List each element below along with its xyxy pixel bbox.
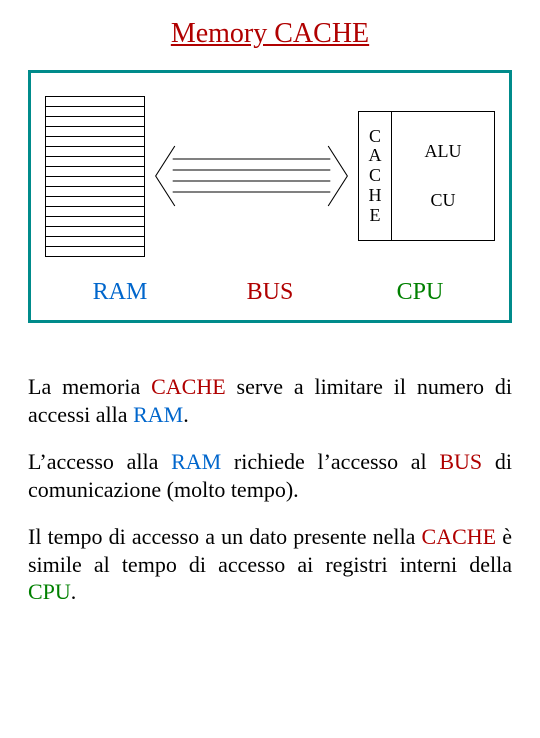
cu-label: CU (430, 190, 455, 211)
bus-label: BUS (195, 279, 345, 306)
ram-row (45, 207, 145, 217)
ram-block (45, 96, 145, 257)
diagram-top-row: CACHE ALU CU (45, 91, 495, 261)
text-run: La memoria (28, 374, 151, 399)
diagram-frame: CACHE ALU CU RAM BUS CPU (28, 70, 512, 323)
bus-arrows-svg (145, 91, 358, 261)
cache-letter: E (370, 206, 381, 226)
ram-row (45, 157, 145, 167)
text-run: CPU (28, 579, 71, 604)
ram-row (45, 97, 145, 107)
cache-letter: C (369, 166, 381, 186)
cache-letter: A (369, 146, 382, 166)
ram-row (45, 247, 145, 257)
cache-letter: H (369, 186, 382, 206)
ram-row (45, 117, 145, 127)
text-run: . (71, 579, 77, 604)
text-run: . (183, 402, 189, 427)
ram-row (45, 227, 145, 237)
paragraph: La memoria CACHE serve a limitare il num… (28, 373, 512, 428)
ram-row (45, 137, 145, 147)
labels-row: RAM BUS CPU (45, 279, 495, 306)
ram-row (45, 177, 145, 187)
body-text: La memoria CACHE serve a limitare il num… (28, 373, 512, 606)
ram-row (45, 217, 145, 227)
text-run: Il tempo di accesso a un dato presente n… (28, 524, 422, 549)
ram-row (45, 107, 145, 117)
text-run: CACHE (422, 524, 497, 549)
ram-label: RAM (45, 279, 195, 306)
cache-letter: C (369, 127, 381, 147)
text-run: L’accesso alla (28, 449, 171, 474)
cache-column: CACHE (359, 112, 392, 240)
paragraph: L’accesso alla RAM richiede l’accesso al… (28, 448, 512, 503)
text-run: CACHE (151, 374, 226, 399)
ram-row (45, 127, 145, 137)
bus-arrows-area (145, 91, 358, 261)
ram-row (45, 167, 145, 177)
cpu-label: CPU (345, 279, 495, 306)
ram-row (45, 147, 145, 157)
text-run: RAM (133, 402, 183, 427)
text-run: richiede l’accesso al (221, 449, 439, 474)
ram-row (45, 187, 145, 197)
ram-row (45, 237, 145, 247)
cpu-block: CACHE ALU CU (358, 111, 495, 241)
alu-label: ALU (425, 141, 462, 162)
text-run: BUS (439, 449, 482, 474)
ram-row (45, 197, 145, 207)
cpu-right: ALU CU (392, 112, 494, 240)
paragraph: Il tempo di accesso a un dato presente n… (28, 523, 512, 606)
page-title: Memory CACHE (0, 18, 540, 50)
text-run: RAM (171, 449, 221, 474)
